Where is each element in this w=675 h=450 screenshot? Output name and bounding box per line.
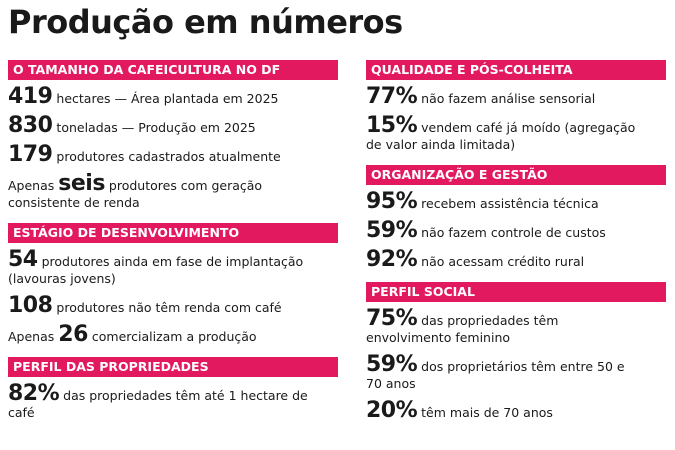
stat-text: toneladas — Produção em 2025 xyxy=(56,120,256,135)
stat-text: não fazem análise sensorial xyxy=(421,91,596,106)
stat-figure: 54 xyxy=(8,247,38,272)
stat-figure: 108 xyxy=(8,293,53,318)
stat-text: produtores ainda em fase de implantação … xyxy=(8,254,304,286)
stat-item: 92% não acessam crédito rural xyxy=(366,249,666,271)
stat-text: das propriedades têm envolvimento femini… xyxy=(366,313,559,345)
stat-item: Apenas 26 comercializam a produção xyxy=(8,324,338,346)
stat-item: 95% recebem assistência técnica xyxy=(366,191,666,213)
section-heading: ORGANIZAÇÃO E GESTÃO xyxy=(366,165,666,185)
stat-figure: 59% xyxy=(366,352,418,377)
stat-figure: seis xyxy=(58,171,105,196)
stat-item: 59% dos proprietários têm entre 50 e 70 … xyxy=(366,354,666,392)
stat-lead: Apenas xyxy=(8,329,55,344)
section: ORGANIZAÇÃO E GESTÃO 95% recebem assistên… xyxy=(366,165,666,271)
stat-item: 54 produtores ainda em fase de implantaç… xyxy=(8,249,338,287)
section: QUALIDADE E PÓS-COLHEITA 77% não fazem an… xyxy=(366,60,666,153)
stat-lead: Apenas xyxy=(8,178,55,193)
stat-figure: 82% xyxy=(8,381,60,406)
section: PERFIL DAS PROPRIEDADES 82% das proprieda… xyxy=(8,357,338,421)
stat-item: 59% não fazem controle de custos xyxy=(366,220,666,242)
section-heading: PERFIL SOCIAL xyxy=(366,282,666,302)
stat-figure: 419 xyxy=(8,84,53,109)
stat-text: comercializam a produção xyxy=(91,329,257,344)
stat-figure: 26 xyxy=(58,322,88,347)
stat-item: 108 produtores não têm renda com café xyxy=(8,295,338,317)
stat-figure: 75% xyxy=(366,306,418,331)
stat-item: Apenas seis produtores com geração consi… xyxy=(8,173,338,211)
section-heading: QUALIDADE E PÓS-COLHEITA xyxy=(366,60,666,80)
stat-text: das propriedades têm até 1 hectare de ca… xyxy=(8,388,308,420)
section: ESTÁGIO DE DESENVOLVIMENTO 54 produtores … xyxy=(8,223,338,346)
stat-figure: 77% xyxy=(366,84,418,109)
stat-text: produtores não têm renda com café xyxy=(56,300,282,315)
stat-text: recebem assistência técnica xyxy=(421,196,599,211)
section-heading: PERFIL DAS PROPRIEDADES xyxy=(8,357,338,377)
stat-text: produtores cadastrados atualmente xyxy=(56,149,281,164)
stat-item: 179 produtores cadastrados atualmente xyxy=(8,144,338,166)
stat-item: 82% das propriedades têm até 1 hectare d… xyxy=(8,383,338,421)
stat-figure: 92% xyxy=(366,247,418,272)
stat-figure: 59% xyxy=(366,218,418,243)
stat-figure: 15% xyxy=(366,113,418,138)
stat-text: não acessam crédito rural xyxy=(421,254,585,269)
stat-item: 419 hectares — Área plantada em 2025 xyxy=(8,86,338,108)
stat-text: hectares — Área plantada em 2025 xyxy=(56,91,279,106)
stat-figure: 20% xyxy=(366,398,418,423)
stat-item: 77% não fazem análise sensorial xyxy=(366,86,666,108)
title: Produção em números xyxy=(8,3,403,41)
stat-item: 15% vendem café já moído (agregação de v… xyxy=(366,115,666,153)
stat-figure: 830 xyxy=(8,113,53,138)
section-heading: O TAMANHO DA CAFEICULTURA NO DF xyxy=(8,60,338,80)
column: O TAMANHO DA CAFEICULTURA NO DF 419 hecta… xyxy=(8,48,338,431)
stat-item: 20% têm mais de 70 anos xyxy=(366,400,666,422)
section: PERFIL SOCIAL 75% das propriedades têm en… xyxy=(366,282,666,422)
stat-figure: 95% xyxy=(366,189,418,214)
section: O TAMANHO DA CAFEICULTURA NO DF 419 hecta… xyxy=(8,60,338,211)
stat-text: têm mais de 70 anos xyxy=(421,405,553,420)
stat-figure: 179 xyxy=(8,142,53,167)
stat-text: dos proprietários têm entre 50 e 70 anos xyxy=(366,359,625,391)
stat-text: vendem café já moído (agregação de valor… xyxy=(366,120,636,152)
stat-item: 75% das propriedades têm envolvimento fe… xyxy=(366,308,666,346)
section-heading: ESTÁGIO DE DESENVOLVIMENTO xyxy=(8,223,338,243)
stat-text: não fazem controle de custos xyxy=(421,225,606,240)
stat-text: produtores com geração consistente de re… xyxy=(8,178,263,210)
stat-item: 830 toneladas — Produção em 2025 xyxy=(8,115,338,137)
column: QUALIDADE E PÓS-COLHEITA 77% não fazem an… xyxy=(366,48,666,431)
